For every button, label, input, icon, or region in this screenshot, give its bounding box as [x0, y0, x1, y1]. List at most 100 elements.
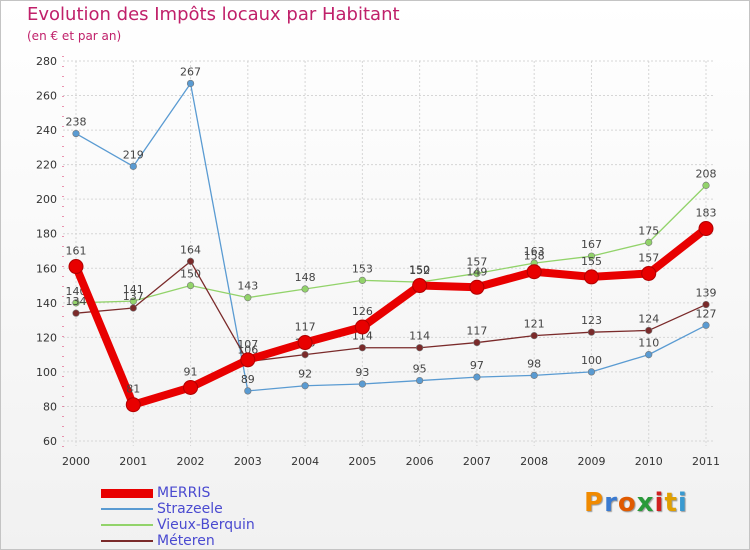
point-merris-2005	[354, 319, 370, 335]
y-tick-label-260: 260	[36, 90, 57, 103]
chart-subtitle: (en € et par an)	[27, 29, 122, 43]
data-label-merris-2011: 183	[696, 207, 717, 220]
point-vieux-berquin-2005	[358, 276, 366, 284]
data-label-strazeele-2004: 92	[298, 368, 312, 381]
legend-swatch-strazeele	[101, 508, 153, 510]
point-vieux-berquin-2001	[129, 297, 137, 305]
y-tick-label-240: 240	[36, 124, 57, 137]
data-label-meteren-2011: 139	[696, 287, 717, 300]
logo-letter-6: i	[677, 488, 688, 518]
data-label-merris-2004: 117	[295, 321, 316, 334]
point-vieux-berquin-2000	[72, 299, 80, 307]
data-label-meteren-2009: 123	[581, 314, 602, 327]
data-label-meteren-2008: 121	[524, 318, 545, 331]
chart-title: Evolution des Impôts locaux par Habitant	[27, 4, 400, 25]
data-label-strazeele-2005: 93	[355, 366, 369, 379]
point-vieux-berquin-2009	[587, 252, 596, 260]
x-tick-label-2006: 2006	[406, 455, 434, 468]
x-tick-label-2010: 2010	[635, 455, 663, 468]
point-merris-2011	[698, 221, 714, 237]
x-tick-label-2007: 2007	[463, 455, 491, 468]
data-label-meteren-2002: 164	[180, 243, 201, 256]
y-tick-label-220: 220	[36, 159, 57, 172]
point-vieux-berquin-2011	[702, 181, 710, 189]
legend-item-strazeele: Strazeele	[101, 501, 255, 517]
data-label-merris-2003: 107	[237, 338, 258, 351]
point-merris-2008	[526, 264, 542, 280]
data-label-vieux-berquin-2004: 148	[295, 271, 316, 284]
data-label-vieux-berquin-2001: 141	[123, 283, 144, 296]
point-meteren-2002	[186, 257, 195, 265]
point-meteren-2008	[530, 332, 538, 340]
data-label-strazeele-2002: 267	[180, 65, 201, 78]
data-label-merris-2010: 157	[638, 251, 659, 264]
y-tick-label-160: 160	[36, 262, 57, 275]
x-tick-label-2000: 2000	[62, 455, 90, 468]
y-tick-label-60: 60	[43, 435, 57, 448]
point-strazeele-2002	[186, 79, 195, 88]
y-tick-label-180: 180	[36, 228, 57, 241]
point-strazeele-2008	[530, 371, 538, 379]
data-label-vieux-berquin-2008: 163	[524, 245, 545, 258]
data-label-merris-2005: 126	[352, 305, 373, 318]
y-tick-label-200: 200	[36, 193, 57, 206]
legend-swatch-meteren	[101, 540, 153, 542]
x-tick-label-2002: 2002	[177, 455, 205, 468]
series-line-strazeele	[75, 82, 707, 392]
point-meteren-2010	[645, 326, 653, 335]
point-merris-2007	[469, 279, 485, 295]
y-tick-label-140: 140	[36, 297, 57, 310]
y-tick-label-280: 280	[36, 55, 57, 68]
point-strazeele-2005	[358, 380, 366, 388]
logo-letter-4: i	[654, 488, 665, 518]
point-strazeele-2006	[416, 376, 424, 385]
data-label-strazeele-2008: 98	[527, 357, 541, 370]
series-line-merris	[72, 225, 709, 409]
data-label-strazeele-2000: 238	[66, 116, 87, 129]
point-merris-2004	[297, 335, 313, 351]
data-label-strazeele-2001: 219	[123, 148, 144, 161]
legend-label-merris: MERRIS	[157, 485, 211, 501]
legend-label-vieux-berquin: Vieux-Berquin	[157, 517, 255, 533]
data-label-vieux-berquin-2011: 208	[696, 167, 717, 180]
point-meteren-2004	[301, 351, 309, 359]
legend-label-meteren: Méteren	[157, 533, 215, 549]
data-label-merris-2001: 81	[126, 383, 140, 396]
logo-letter-3: x	[636, 488, 655, 518]
point-strazeele-2004	[301, 382, 309, 390]
point-strazeele-2009	[587, 368, 596, 376]
data-label-vieux-berquin-2009: 167	[581, 238, 602, 251]
x-tick-label-2004: 2004	[291, 455, 319, 468]
y-tick-label-120: 120	[36, 331, 57, 344]
point-strazeele-2010	[645, 351, 653, 359]
point-strazeele-2007	[473, 373, 481, 381]
y-tick-label-100: 100	[36, 366, 57, 379]
legend: MERRIS Strazeele Vieux-Berquin Méteren	[101, 485, 255, 549]
data-label-vieux-berquin-2005: 153	[352, 262, 373, 275]
data-label-meteren-2010: 124	[638, 312, 659, 325]
data-label-strazeele-2007: 97	[470, 359, 484, 372]
point-merris-2010	[641, 265, 657, 281]
point-vieux-berquin-2007	[473, 269, 481, 278]
point-merris-2000	[68, 259, 84, 275]
data-label-merris-2008: 158	[524, 250, 545, 263]
point-strazeele-2003	[244, 387, 252, 395]
legend-label-strazeele: Strazeele	[157, 501, 223, 517]
data-label-strazeele-2011: 127	[696, 307, 717, 320]
legend-item-vieux-berquin: Vieux-Berquin	[101, 517, 255, 533]
legend-swatch-merris	[101, 488, 153, 498]
series-line-vieux-berquin	[75, 184, 707, 304]
data-label-meteren-2000: 134	[66, 295, 87, 308]
point-meteren-2005	[358, 344, 366, 352]
series-line-meteren	[75, 260, 707, 363]
data-label-meteren-2001: 137	[123, 290, 144, 303]
point-meteren-2006	[416, 344, 424, 352]
data-label-vieux-berquin-2006: 152	[409, 264, 430, 277]
point-merris-2006	[412, 278, 428, 294]
data-label-merris-2006: 150	[409, 264, 430, 277]
legend-item-meteren: Méteren	[101, 533, 255, 549]
data-label-meteren-2006: 114	[409, 330, 430, 343]
x-tick-label-2008: 2008	[520, 455, 548, 468]
